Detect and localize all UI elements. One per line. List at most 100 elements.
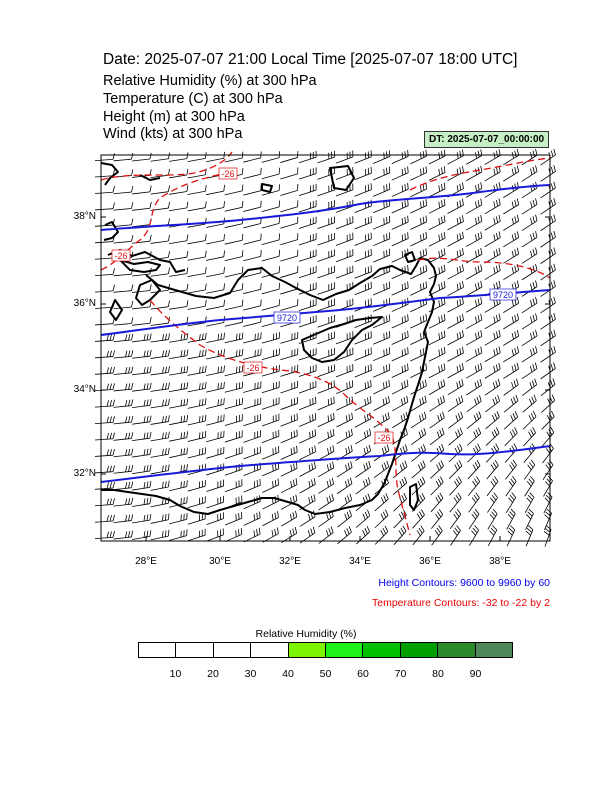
colorbar-tick-label: 80 (432, 668, 444, 680)
wind-barb (503, 247, 520, 264)
wind-barb (298, 233, 317, 246)
wind-barb (487, 508, 498, 530)
wind-barb (466, 378, 482, 396)
wind-barb (335, 347, 354, 361)
coastline-levant (101, 331, 429, 515)
wind-barb (132, 202, 152, 211)
wind-barb (224, 151, 244, 163)
wind-barb (132, 349, 152, 359)
wind-barb (506, 508, 516, 530)
wind-barb (430, 492, 444, 513)
wind-barb (540, 230, 556, 248)
wind-barb (280, 249, 299, 262)
wind-barb (281, 527, 298, 544)
wind-barb (261, 184, 280, 196)
wind-barb (318, 461, 335, 478)
wind-barb (410, 199, 428, 214)
wind-barb (391, 182, 409, 197)
wind-barb (521, 362, 538, 380)
wind-barb (132, 464, 152, 474)
wind-barb (428, 281, 446, 296)
wind-barb (465, 215, 483, 231)
wind-barb (206, 349, 225, 360)
wind-barb (447, 280, 464, 297)
wind-barb (411, 476, 426, 496)
wind-barb (525, 525, 534, 547)
wind-barb (373, 379, 391, 395)
wind-barb (94, 432, 115, 441)
wind-barb (243, 250, 262, 262)
wind-barb (430, 476, 444, 496)
lat-label: 34°N (73, 384, 96, 395)
lat-label: 32°N (73, 468, 96, 479)
wind-barb (450, 525, 461, 546)
wind-barb (280, 266, 299, 278)
wind-barb (169, 349, 189, 360)
height-label: 9720 (277, 313, 297, 323)
wind-barb (354, 347, 372, 361)
wind-barb (521, 280, 538, 297)
wind-barb (524, 475, 535, 497)
wind-barb (465, 149, 483, 165)
wind-barb (465, 313, 483, 330)
wind-barb (467, 459, 481, 480)
wind-barb (94, 399, 115, 408)
wind-barb (447, 149, 464, 165)
wind-barb (484, 198, 501, 215)
wind-barb (280, 151, 299, 163)
wind-barb (224, 299, 244, 311)
wind-barb (113, 284, 134, 293)
wind-barb (280, 478, 298, 494)
wind-barb (391, 363, 409, 378)
wind-barb (447, 346, 464, 362)
wind-barb (150, 415, 170, 425)
wind-barb (449, 508, 462, 530)
wind-barb (335, 150, 354, 164)
wind-barb (410, 395, 427, 412)
wind-barb (337, 526, 352, 545)
wind-barb (465, 264, 483, 280)
wind-barb (206, 299, 225, 311)
wind-barb (447, 379, 464, 396)
wind-barb (243, 151, 262, 163)
wind-barb (540, 280, 556, 297)
wind-barb (150, 234, 170, 244)
wind-barb (299, 429, 317, 444)
wind-barb (410, 411, 427, 429)
lon-label: 32°E (279, 556, 301, 567)
wind-barb (521, 231, 538, 248)
wind-barb (298, 150, 317, 164)
wind-barb (486, 459, 499, 480)
wind-barb (298, 216, 317, 229)
wind-barb (243, 446, 261, 460)
wind-barb (150, 185, 170, 195)
wind-barb (541, 394, 556, 413)
wind-barb (337, 509, 352, 528)
wind-barb (354, 331, 372, 345)
wind-barb (187, 365, 207, 376)
wind-barb (261, 282, 280, 295)
wind-barb (224, 479, 243, 493)
wind-barb (521, 296, 538, 314)
wind-barb (428, 215, 446, 231)
wind-barb (206, 381, 225, 393)
wind-barb (522, 410, 537, 430)
wind-barb (336, 461, 353, 478)
wind-barb (412, 525, 425, 546)
wind-barb (113, 218, 134, 227)
wind-barb (224, 414, 243, 426)
wind-barb (447, 313, 464, 329)
wind-barb (465, 182, 483, 198)
wind-barb (317, 315, 335, 328)
wind-barb (150, 480, 170, 491)
wind-barb (187, 447, 207, 459)
wind-barb (261, 249, 280, 262)
wind-barb (280, 184, 299, 196)
wind-barb (374, 493, 389, 512)
wind-barb (261, 348, 280, 360)
wind-barb (391, 199, 409, 214)
wind-barb (261, 200, 280, 213)
wind-barb (521, 165, 538, 182)
wind-barb (132, 234, 152, 244)
wind-barb (224, 446, 243, 459)
